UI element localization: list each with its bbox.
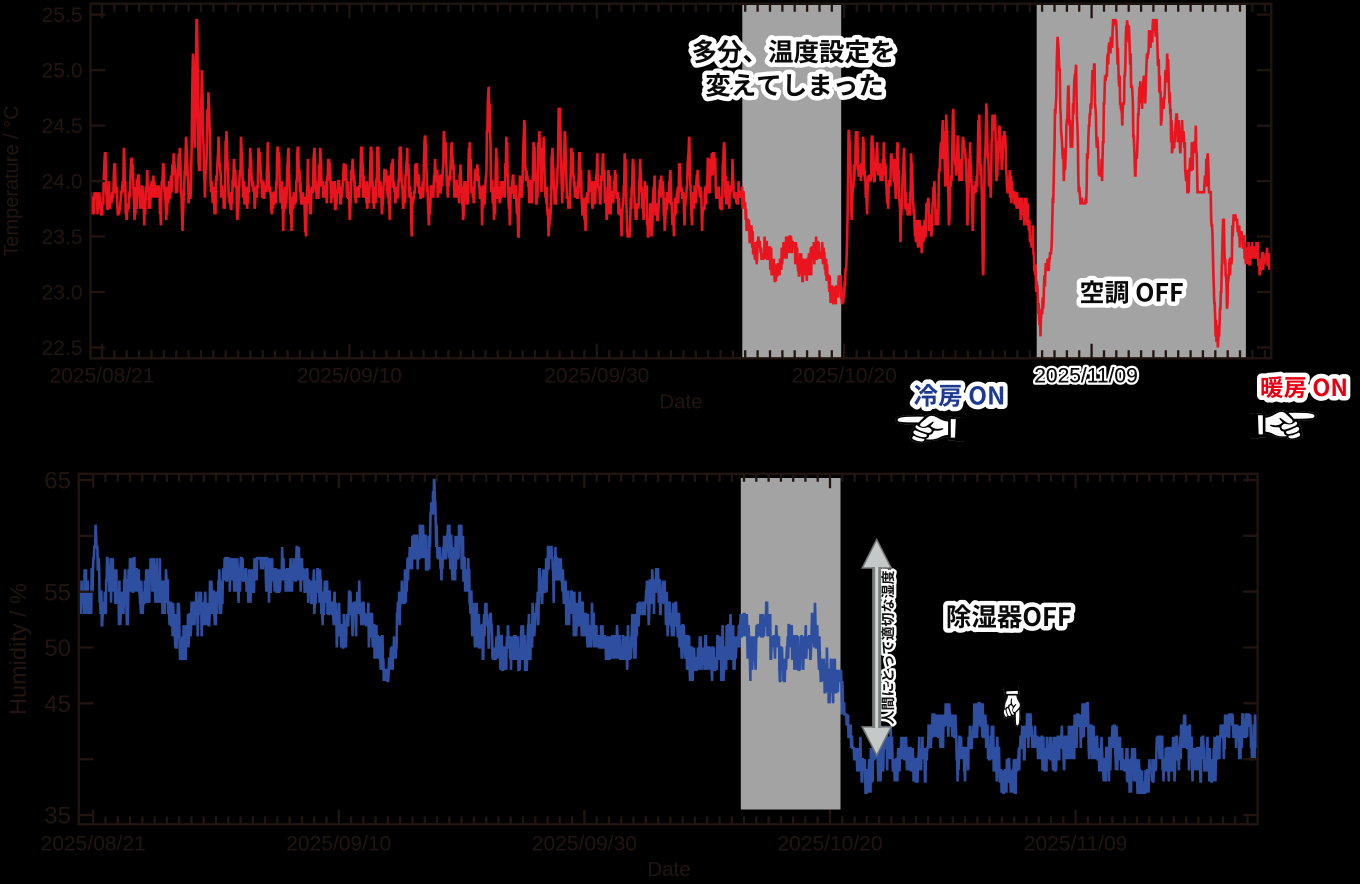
svg-text:35: 35 (44, 803, 71, 830)
svg-text:Temperature / °C: Temperature / °C (1, 105, 23, 256)
svg-text:55: 55 (44, 579, 71, 606)
svg-text:2025/10/20: 2025/10/20 (792, 365, 897, 388)
svg-text:65: 65 (44, 468, 71, 495)
svg-text:2025/11/09: 2025/11/09 (1024, 833, 1128, 856)
svg-text:2025/09/30: 2025/09/30 (544, 365, 649, 388)
svg-text:24.5: 24.5 (42, 115, 83, 138)
svg-text:22.5: 22.5 (42, 337, 83, 360)
svg-text:24.0: 24.0 (42, 171, 83, 194)
svg-text:2025/11/09: 2025/11/09 (1034, 365, 1138, 388)
svg-text:23.0: 23.0 (42, 282, 83, 305)
svg-text:2025/08/21: 2025/08/21 (41, 833, 146, 856)
svg-text:25.5: 25.5 (42, 4, 83, 27)
svg-text:2025/09/10: 2025/09/10 (297, 365, 402, 388)
svg-text:2025/08/21: 2025/08/21 (49, 365, 154, 388)
svg-text:23.5: 23.5 (42, 226, 83, 249)
svg-text:50: 50 (44, 635, 71, 662)
svg-text:2025/10/20: 2025/10/20 (777, 833, 882, 856)
svg-text:2025/11/09: 2025/11/09 (1034, 365, 1138, 388)
svg-text:25.0: 25.0 (42, 60, 83, 83)
svg-text:2025/09/30: 2025/09/30 (532, 833, 637, 856)
svg-text:45: 45 (44, 691, 71, 718)
svg-text:Humidity / %: Humidity / % (5, 583, 31, 715)
svg-text:Date: Date (647, 858, 690, 881)
svg-text:Date: Date (659, 391, 702, 414)
svg-text:2025/09/10: 2025/09/10 (286, 833, 391, 856)
